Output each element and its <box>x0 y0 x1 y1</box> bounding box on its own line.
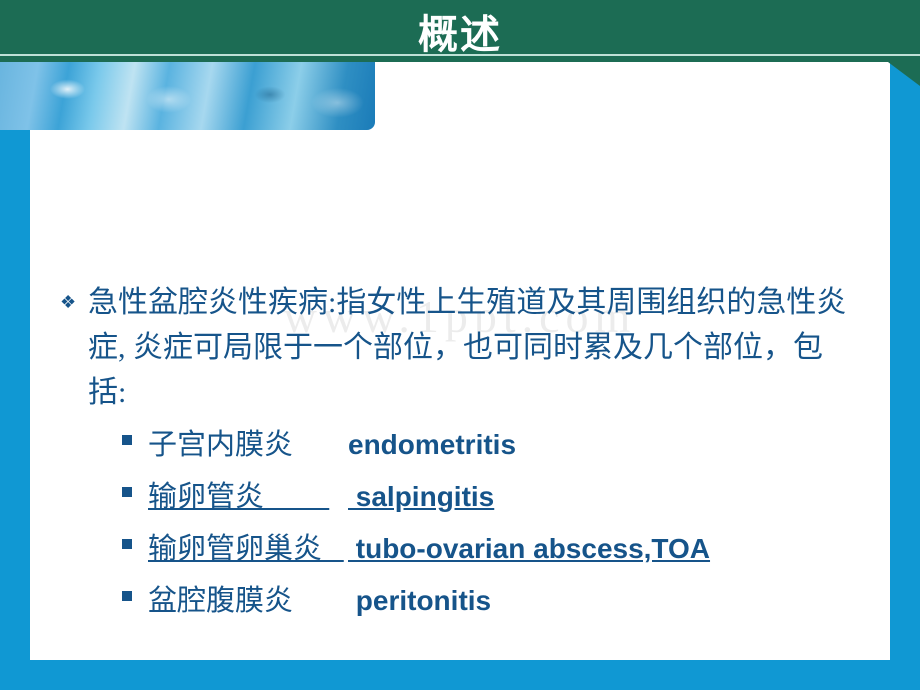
list-item: 输卵管炎 salpingitis <box>122 473 860 515</box>
term-cn: 盆腔腹膜炎 <box>148 577 348 619</box>
term-cn: 子宫内膜炎 <box>148 421 348 463</box>
square-bullet-icon <box>122 435 132 445</box>
header: 概述 <box>30 0 890 130</box>
main-bullet-item: ❖ 急性盆腔炎性疾病:指女性上生殖道及其周围组织的急性炎症, 炎症可局限于一个部… <box>60 280 860 415</box>
term-cn: 输卵管卵巢炎 <box>148 525 348 567</box>
sub-list: 子宫内膜炎 endometritis 输卵管炎 salpingitis 输卵管卵… <box>122 421 860 619</box>
content: ❖ 急性盆腔炎性疾病:指女性上生殖道及其周围组织的急性炎症, 炎症可局限于一个部… <box>30 130 890 619</box>
square-bullet-icon <box>122 487 132 497</box>
title-tab-decor <box>888 62 920 86</box>
header-photo-decor <box>0 62 375 130</box>
list-item: 输卵管卵巢炎 tubo-ovarian abscess,TOA <box>122 525 860 567</box>
list-item: 子宫内膜炎 endometritis <box>122 421 860 463</box>
term-en: peritonitis <box>348 585 491 617</box>
term-en: tubo-ovarian abscess,TOA <box>348 533 710 565</box>
title-bar: 概述 <box>0 0 920 62</box>
term-en: salpingitis <box>348 481 494 513</box>
slide: 概述 www.1ppt.com ❖ 急性盆腔炎性疾病:指女性上生殖道及其周围组织… <box>0 0 920 690</box>
square-bullet-icon <box>122 591 132 601</box>
list-item: 盆腔腹膜炎 peritonitis <box>122 577 860 619</box>
term-cn: 输卵管炎 <box>148 473 348 515</box>
main-text: 急性盆腔炎性疾病:指女性上生殖道及其周围组织的急性炎症, 炎症可局限于一个部位，… <box>88 280 860 415</box>
square-bullet-icon <box>122 539 132 549</box>
diamond-bullet-icon: ❖ <box>60 292 78 313</box>
slide-title: 概述 <box>418 2 502 60</box>
term-en: endometritis <box>348 429 516 461</box>
